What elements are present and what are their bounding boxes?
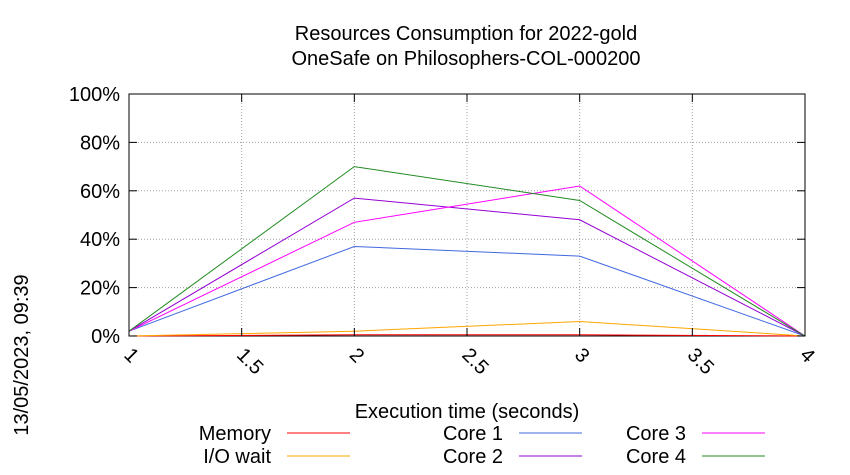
timestamp: 13/05/2023, 09:39: [11, 274, 33, 435]
y-tick-label: 0%: [91, 326, 120, 348]
y-tick-label: 40%: [80, 229, 120, 251]
series-line-core-1: [128, 245, 806, 337]
series-line-core-4: [128, 166, 806, 337]
y-tick-label: 100%: [69, 84, 120, 106]
x-tick-label: 2: [345, 344, 368, 367]
x-tick-label: 4: [795, 344, 818, 367]
y-tick-label: 60%: [80, 181, 120, 203]
y-tick-label: 20%: [80, 278, 120, 300]
x-tick-label: 1: [119, 344, 142, 367]
x-axis-label: Execution time (seconds): [355, 401, 580, 423]
chart-title-line-1: Resources Consumption for 2022-gold: [295, 23, 637, 45]
x-tick-label: 3: [570, 344, 593, 367]
legend-label: Core 4: [626, 446, 686, 468]
legend-label: Core 1: [443, 423, 503, 445]
legend-label: Memory: [199, 423, 271, 445]
x-tick-label: 3.5: [683, 344, 718, 379]
x-tick-label: 1.5: [232, 344, 267, 379]
chart-title-line-2: OneSafe on Philosophers-COL-000200: [291, 48, 640, 70]
legend-label: Core 3: [626, 423, 686, 445]
series-line-core-2: [128, 197, 806, 337]
y-tick-label: 80%: [80, 132, 120, 154]
legend-label: I/O wait: [203, 446, 271, 468]
series-line-core-3: [128, 185, 806, 337]
legend-label: Core 2: [443, 446, 503, 468]
x-tick-label: 2.5: [457, 344, 492, 379]
